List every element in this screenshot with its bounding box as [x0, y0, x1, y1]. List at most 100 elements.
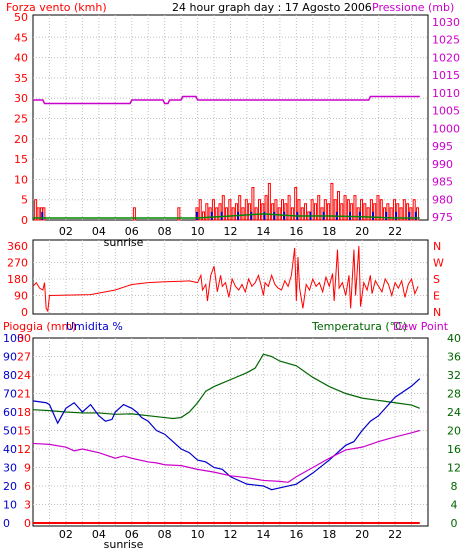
temperature-axis-tick: 24	[447, 406, 461, 419]
wind-bar	[406, 203, 410, 221]
x-axis-tick: 18	[322, 225, 336, 238]
pressure-axis-tick: 995	[432, 140, 453, 153]
wind-bar	[277, 207, 281, 221]
wind-bar	[290, 207, 294, 221]
humidity-axis-tick: 30	[3, 462, 17, 475]
wind-bar	[363, 203, 367, 221]
sunrise-label: sunrise	[104, 538, 144, 551]
x-axis-tick: 18	[322, 528, 336, 541]
humidity-line	[32, 378, 421, 491]
pressure-axis-tick: 1010	[432, 87, 460, 100]
graph-title: 24 hour graph day : 17 Agosto 2006	[172, 1, 372, 14]
temperature-axis-tick: 20	[447, 425, 461, 438]
wind-bar	[304, 203, 308, 221]
wind-bar	[297, 199, 301, 221]
x-axis-tick: 16	[289, 225, 303, 238]
wind-axis-tick: 10	[14, 173, 28, 186]
rain-axis-tick: 9	[24, 462, 31, 475]
wind-bar	[399, 207, 403, 221]
wind-bar	[366, 207, 370, 221]
pressure-axis-tick: 980	[432, 193, 453, 206]
wind-axis-tick: 40	[14, 52, 28, 65]
temperature-axis-tick: 36	[447, 351, 461, 364]
wind-speed-title: Forza vento (kmh)	[6, 1, 107, 14]
wind-bar	[202, 211, 206, 221]
x-axis-tick: 12	[224, 528, 238, 541]
wind-axis-tick: 0	[21, 214, 28, 227]
pressure-axis-tick: 1025	[432, 34, 460, 47]
wind-bar	[360, 199, 364, 221]
x-axis-tick: 10	[191, 528, 205, 541]
wind-bar	[343, 195, 347, 221]
humidity-axis-tick: 70	[3, 388, 17, 401]
x-axis-tick: 06	[125, 528, 139, 541]
x-axis-tick: 16	[289, 528, 303, 541]
wind-bar	[225, 207, 229, 221]
wind-bar	[369, 199, 373, 221]
wind-bar	[396, 203, 400, 221]
wind-bar	[231, 207, 235, 221]
wind-bar	[412, 199, 416, 221]
temperature-axis-tick: 8	[451, 480, 458, 493]
gust-bar	[41, 211, 44, 220]
wind-axis-tick: 30	[14, 92, 28, 105]
wind-bar	[241, 207, 245, 221]
wind-bar	[392, 199, 396, 221]
wind-bar	[261, 203, 265, 221]
temperature-title: Temperatura (°C)	[311, 320, 407, 333]
compass-axis-tick: N	[433, 306, 441, 319]
wind-bar	[336, 191, 340, 221]
pressure-axis-tick: 1005	[432, 105, 460, 118]
direction-axis-tick: 360	[7, 240, 28, 253]
x-axis-tick: 20	[355, 225, 369, 238]
rain-axis-tick: 6	[24, 480, 31, 493]
wind-bar	[386, 203, 390, 221]
rain-axis-tick: 12	[17, 443, 31, 456]
x-axis-tick: 02	[59, 528, 73, 541]
x-axis-tick: 14	[256, 528, 270, 541]
x-axis-tick: 22	[388, 225, 402, 238]
pressure-axis-tick: 1030	[432, 16, 460, 29]
temperature-axis-tick: 16	[447, 443, 461, 456]
wind-bar	[350, 203, 354, 221]
wind-bar	[221, 195, 225, 221]
gust-bar	[408, 211, 411, 220]
wind-bar	[333, 199, 337, 221]
temperature-axis-tick: 32	[447, 369, 461, 382]
x-axis-tick: 02	[59, 225, 73, 238]
rain-axis-tick: 30	[17, 332, 31, 345]
rain-axis-tick: 27	[17, 351, 31, 364]
temperature-axis-tick: 0	[451, 517, 458, 530]
x-axis-tick: 06	[125, 225, 139, 238]
rain-axis-tick: 15	[17, 425, 31, 438]
temperature-line	[32, 353, 420, 420]
wind-bar	[132, 207, 136, 221]
direction-axis-tick: 180	[7, 273, 28, 286]
gust-bar	[372, 211, 375, 220]
x-axis-tick: 08	[158, 528, 172, 541]
wind-bar	[340, 203, 344, 221]
wind-bar	[284, 203, 288, 221]
rain-title: Pioggia (mm)	[3, 320, 76, 333]
wind-bar	[353, 195, 357, 221]
pressure-axis-tick: 975	[432, 211, 453, 224]
wind-bar	[205, 203, 209, 221]
wind-bar	[238, 195, 242, 221]
wind-bar	[264, 195, 268, 221]
wind-bar	[251, 187, 255, 221]
wind-bar	[389, 207, 393, 221]
dewpoint-title: Dew Point	[393, 320, 449, 333]
pressure-axis-tick: 990	[432, 158, 453, 171]
wind-bar	[267, 182, 271, 221]
compass-axis-tick: E	[433, 290, 440, 303]
wind-bar	[228, 199, 232, 221]
wind-bar	[271, 203, 275, 221]
wind-axis-tick: 25	[14, 113, 28, 126]
wind-axis-tick: 20	[14, 133, 28, 146]
wind-bar	[215, 207, 219, 221]
x-axis-tick: 04	[92, 225, 106, 238]
gust-bar	[358, 211, 361, 220]
wind-bar	[248, 203, 252, 221]
wind-bar	[402, 199, 406, 221]
